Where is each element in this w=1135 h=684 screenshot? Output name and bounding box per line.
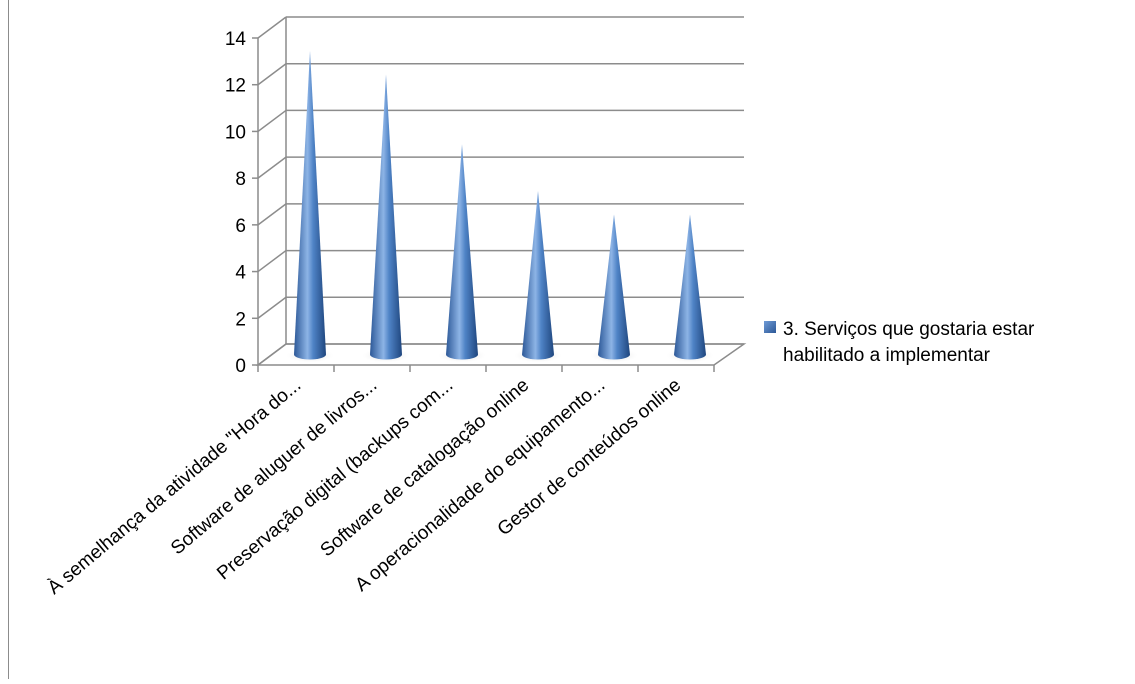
legend: 3. Serviços que gostaria estar habilitado… [764,319,1035,366]
legend-swatch [764,321,776,333]
gridline-side [257,109,287,133]
cone-bar [294,50,326,360]
cone-bar [522,191,554,360]
y-tick-label: 6 [235,216,246,237]
frame-border [8,0,9,679]
y-tick-label: 8 [235,169,246,190]
y-tick-label: 2 [235,309,246,330]
y-tick-label: 12 [225,76,246,97]
gridline-side [257,203,287,226]
gridline-side [257,63,287,86]
legend-label: 3. Serviços que gostaria estar [783,319,1035,340]
gridline-side [257,343,287,366]
gridline-side [257,156,287,179]
cone-bar [674,214,706,360]
y-tick-label: 14 [225,29,247,50]
gridline-side [257,296,287,319]
y-tick-label: 4 [235,263,246,284]
cone-bar [370,74,402,360]
y-tick-label: 0 [235,356,246,377]
gridline-side [257,249,287,273]
cone-bar [446,144,478,360]
y-tick-label: 10 [225,122,246,143]
legend-label: habilitado a implementar [783,345,991,366]
gridline-side [257,16,287,39]
cone-bar [598,214,630,360]
